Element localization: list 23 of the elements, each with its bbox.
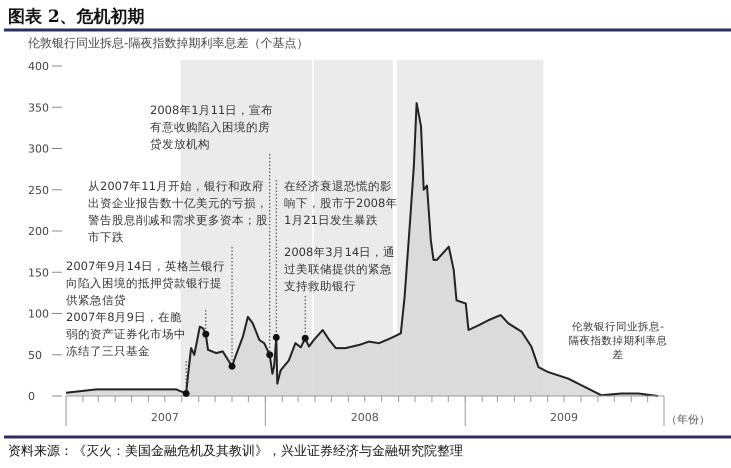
y-tick-label: 200 — [28, 225, 49, 238]
y-tick-label: 350 — [28, 101, 49, 114]
annotation: 在经济衰退恐慌的影响下，股市于2008年1月21日发生暴跌 — [284, 179, 398, 227]
annotation: 从2007年11月开始，银行和政府出资企业报告数十亿美元的亏损，警告股息削减和需求更多资本；股市下跌 — [88, 179, 268, 244]
text: 资料来源：《灭火：美国金融危机及其教训》，兴业证券经济与金融研究院整理 — [8, 443, 463, 459]
y-tick-label: 150 — [28, 266, 49, 280]
y-tick-label: 100 — [28, 308, 49, 320]
annotation: 2007年8月9日，在脆弱的资产证券化市场中冻结了三只基金 — [66, 310, 186, 358]
annotation: 2008年1月11日，宣布有意收购陷入困境的房贷发放机构 — [150, 103, 274, 151]
x-tick-label: 2009 — [550, 411, 578, 424]
x-tick-label: 2007 — [150, 411, 179, 424]
x-axis-title: （年份） — [666, 413, 710, 426]
y-tick-label: 250 — [28, 184, 49, 197]
y-tick-label: 400 — [28, 60, 49, 73]
series-label: 伦敦银行同业拆息-隔夜指数掉期利率息差 — [568, 320, 668, 361]
annotation: 2008年3月14日，通过美联储提供的紧急支持救助银行 — [284, 245, 396, 293]
chart-title: 图表 2、危机初期 — [8, 7, 145, 27]
y-tick-label: 300 — [28, 142, 49, 156]
y-tick-label: 0 — [28, 390, 35, 403]
chart-subtitle: 伦敦银行同业拆息-隔夜指数掉期利率息差（个基点） — [28, 36, 308, 50]
annotation: 2007年9月14日，英格兰银行向陷入困境的抵押贷款银行提供紧急信贷 — [66, 259, 226, 307]
x-tick-label: 2008 — [350, 411, 379, 424]
y-tick-label: 50 — [28, 348, 42, 362]
